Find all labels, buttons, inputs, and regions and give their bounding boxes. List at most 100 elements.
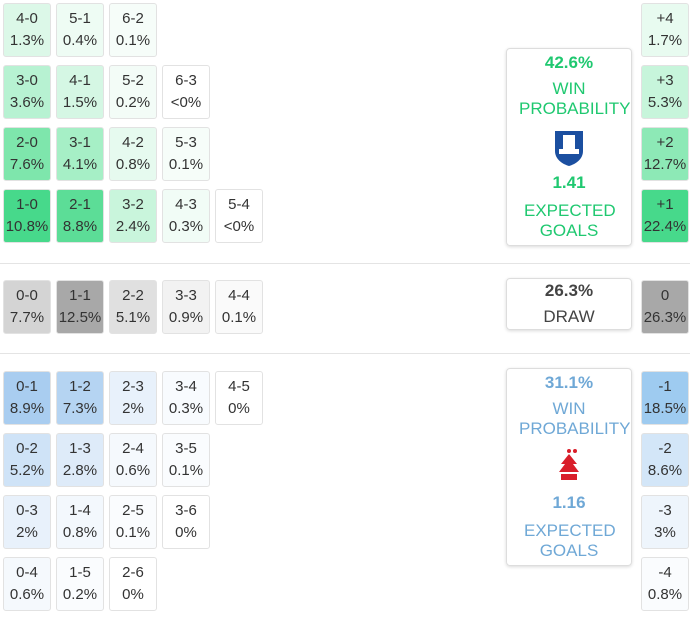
score-cell: 6-2 0.1% xyxy=(109,3,157,57)
cell-label: 2-3 xyxy=(122,378,144,395)
cell-label: +2 xyxy=(656,134,674,151)
score-cell: 0-2 5.2% xyxy=(3,433,51,487)
cell-probability: 0.3% xyxy=(168,218,204,235)
score-cell: 3-0 3.6% xyxy=(3,65,51,119)
cell-label: 1-4 xyxy=(69,502,91,519)
cell-label: -3 xyxy=(658,502,672,519)
cell-label: 5-3 xyxy=(175,134,197,151)
score-cell: 2-6 0% xyxy=(109,557,157,611)
cell-probability: 10.8% xyxy=(5,218,49,235)
goal-difference-cell: +1 22.4% xyxy=(641,189,689,243)
cell-label: 4-5 xyxy=(228,378,250,395)
cell-probability: 0.2% xyxy=(62,586,98,603)
score-cell: 6-3 <0% xyxy=(162,65,210,119)
cell-probability: 7.6% xyxy=(9,156,45,173)
cell-probability: 5.2% xyxy=(9,462,45,479)
score-cell: 4-4 0.1% xyxy=(215,280,263,334)
cell-probability: 1.7% xyxy=(647,32,683,49)
cell-label: 0-4 xyxy=(16,564,38,581)
divider xyxy=(0,353,690,354)
score-cell: 0-1 8.9% xyxy=(3,371,51,425)
cell-label: 4-1 xyxy=(69,72,91,89)
cell-probability: 5.1% xyxy=(115,309,151,326)
cell-probability: 2% xyxy=(122,400,144,417)
cell-label: 0-1 xyxy=(16,378,38,395)
score-cell: 1-3 2.8% xyxy=(56,433,104,487)
cell-probability: 0% xyxy=(175,524,197,541)
score-cell: 1-5 0.2% xyxy=(56,557,104,611)
score-cell: 5-3 0.1% xyxy=(162,127,210,181)
home-summary: 42.6% WIN PROBABILITY 1.41 EXPECTED GOAL… xyxy=(506,48,632,246)
cell-label: 3-5 xyxy=(175,440,197,457)
cell-probability: 0.1% xyxy=(168,156,204,173)
cell-probability: 0% xyxy=(122,586,144,603)
cell-label: +3 xyxy=(656,72,674,89)
score-cell: 5-1 0.4% xyxy=(56,3,104,57)
cell-probability: 0.9% xyxy=(168,309,204,326)
cell-label: 6-3 xyxy=(175,72,197,89)
win-label: WIN PROBABILITY xyxy=(519,79,631,118)
cell-label: 4-2 xyxy=(122,134,144,151)
score-cell: 3-3 0.9% xyxy=(162,280,210,334)
cell-probability: 8.6% xyxy=(647,462,683,479)
score-cell: 2-2 5.1% xyxy=(109,280,157,334)
cell-label: 4-4 xyxy=(228,287,250,304)
cell-label: 4-0 xyxy=(16,10,38,27)
score-cell: 5-2 0.2% xyxy=(109,65,157,119)
cell-probability: 0.6% xyxy=(115,462,151,479)
cell-probability: <0% xyxy=(170,94,202,111)
cell-label: 1-1 xyxy=(69,287,91,304)
goal-difference-cell: 0 26.3% xyxy=(641,280,689,334)
score-cell: 2-3 2% xyxy=(109,371,157,425)
cell-label: -4 xyxy=(658,564,672,581)
cell-probability: <0% xyxy=(223,218,255,235)
cell-label: 1-0 xyxy=(16,196,38,213)
win-probability: 42.6% xyxy=(544,53,594,72)
score-cell: 4-1 1.5% xyxy=(56,65,104,119)
cell-label: 2-4 xyxy=(122,440,144,457)
win-probability: 31.1% xyxy=(544,373,594,392)
goal-difference-cell: -4 0.8% xyxy=(641,557,689,611)
away-badge xyxy=(559,449,579,480)
cell-label: 3-1 xyxy=(69,134,91,151)
score-cell: 3-6 0% xyxy=(162,495,210,549)
score-cell: 4-2 0.8% xyxy=(109,127,157,181)
score-cell: 4-5 0% xyxy=(215,371,263,425)
cell-probability: 12.5% xyxy=(58,309,102,326)
cell-probability: 0.1% xyxy=(115,32,151,49)
cell-label: -2 xyxy=(658,440,672,457)
draw-probability: 26.3% xyxy=(544,281,594,300)
cell-label: 6-2 xyxy=(122,10,144,27)
goal-difference-cell: -3 3% xyxy=(641,495,689,549)
cell-label: 2-6 xyxy=(122,564,144,581)
cell-probability: 1.3% xyxy=(9,32,45,49)
home-badge xyxy=(555,131,583,166)
xg-label: EXPECTED GOALS xyxy=(524,201,616,240)
cell-label: 0-0 xyxy=(16,287,38,304)
score-cell: 3-2 2.4% xyxy=(109,189,157,243)
goal-difference-cell: +4 1.7% xyxy=(641,3,689,57)
cell-probability: 0.3% xyxy=(168,400,204,417)
cell-probability: 3.6% xyxy=(9,94,45,111)
draw-label: DRAW xyxy=(543,307,595,326)
cell-probability: 0.4% xyxy=(62,32,98,49)
cell-label: 0 xyxy=(660,287,670,304)
goal-difference-cell: +3 5.3% xyxy=(641,65,689,119)
score-cell: 1-1 12.5% xyxy=(56,280,104,334)
cell-label: 1-3 xyxy=(69,440,91,457)
xg-label: EXPECTED GOALS xyxy=(524,521,616,560)
cell-probability: 0.2% xyxy=(115,94,151,111)
cell-probability: 0.6% xyxy=(9,586,45,603)
cell-probability: 18.5% xyxy=(643,400,687,417)
cell-label: 4-3 xyxy=(175,196,197,213)
cell-label: -1 xyxy=(658,378,672,395)
score-cell: 3-4 0.3% xyxy=(162,371,210,425)
cell-label: 2-2 xyxy=(122,287,144,304)
score-cell: 4-3 0.3% xyxy=(162,189,210,243)
cell-label: 3-6 xyxy=(175,502,197,519)
score-cell: 2-5 0.1% xyxy=(109,495,157,549)
cell-probability: 2.8% xyxy=(62,462,98,479)
cell-label: 2-5 xyxy=(122,502,144,519)
score-cell: 1-2 7.3% xyxy=(56,371,104,425)
